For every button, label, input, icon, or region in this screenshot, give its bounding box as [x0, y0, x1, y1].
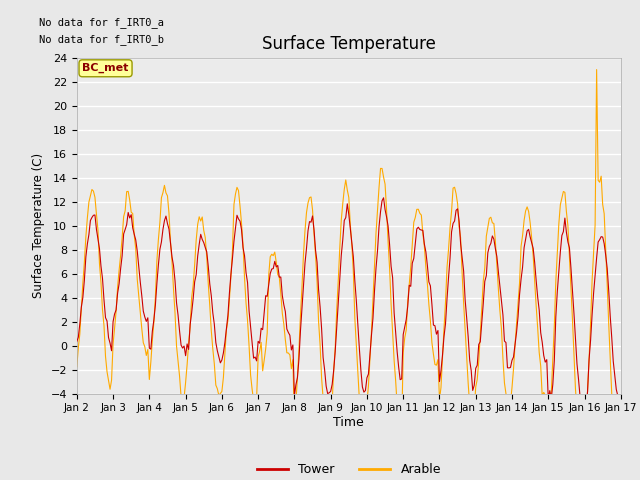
- Tower: [580, 415, 588, 420]
- Arable: [140, 340, 147, 346]
- Tower: [253, 358, 260, 364]
- Tower: [588, 312, 596, 318]
- Text: BC_met: BC_met: [83, 63, 129, 73]
- Title: Surface Temperature: Surface Temperature: [262, 35, 436, 53]
- Arable: [235, 188, 243, 193]
- Tower: [262, 293, 269, 299]
- Tower: [140, 308, 147, 314]
- Tower: [310, 227, 318, 233]
- Arable: [262, 346, 269, 352]
- Arable: [614, 464, 621, 470]
- Legend: Tower, Arable: Tower, Arable: [252, 458, 446, 480]
- Arable: [593, 67, 600, 72]
- X-axis label: Time: Time: [333, 416, 364, 429]
- Tower: [235, 216, 243, 222]
- Arable: [310, 231, 318, 237]
- Tower: [73, 339, 81, 345]
- Text: No data for f_IRT0_b: No data for f_IRT0_b: [38, 34, 164, 45]
- Arable: [73, 364, 81, 370]
- Line: Arable: Arable: [77, 70, 620, 467]
- Y-axis label: Surface Temperature (C): Surface Temperature (C): [32, 153, 45, 298]
- Arable: [253, 395, 260, 401]
- Tower: [616, 400, 623, 406]
- Text: No data for f_IRT0_a: No data for f_IRT0_a: [38, 17, 164, 28]
- Arable: [585, 357, 593, 362]
- Tower: [380, 195, 387, 201]
- Arable: [616, 458, 623, 464]
- Line: Tower: Tower: [77, 198, 620, 418]
